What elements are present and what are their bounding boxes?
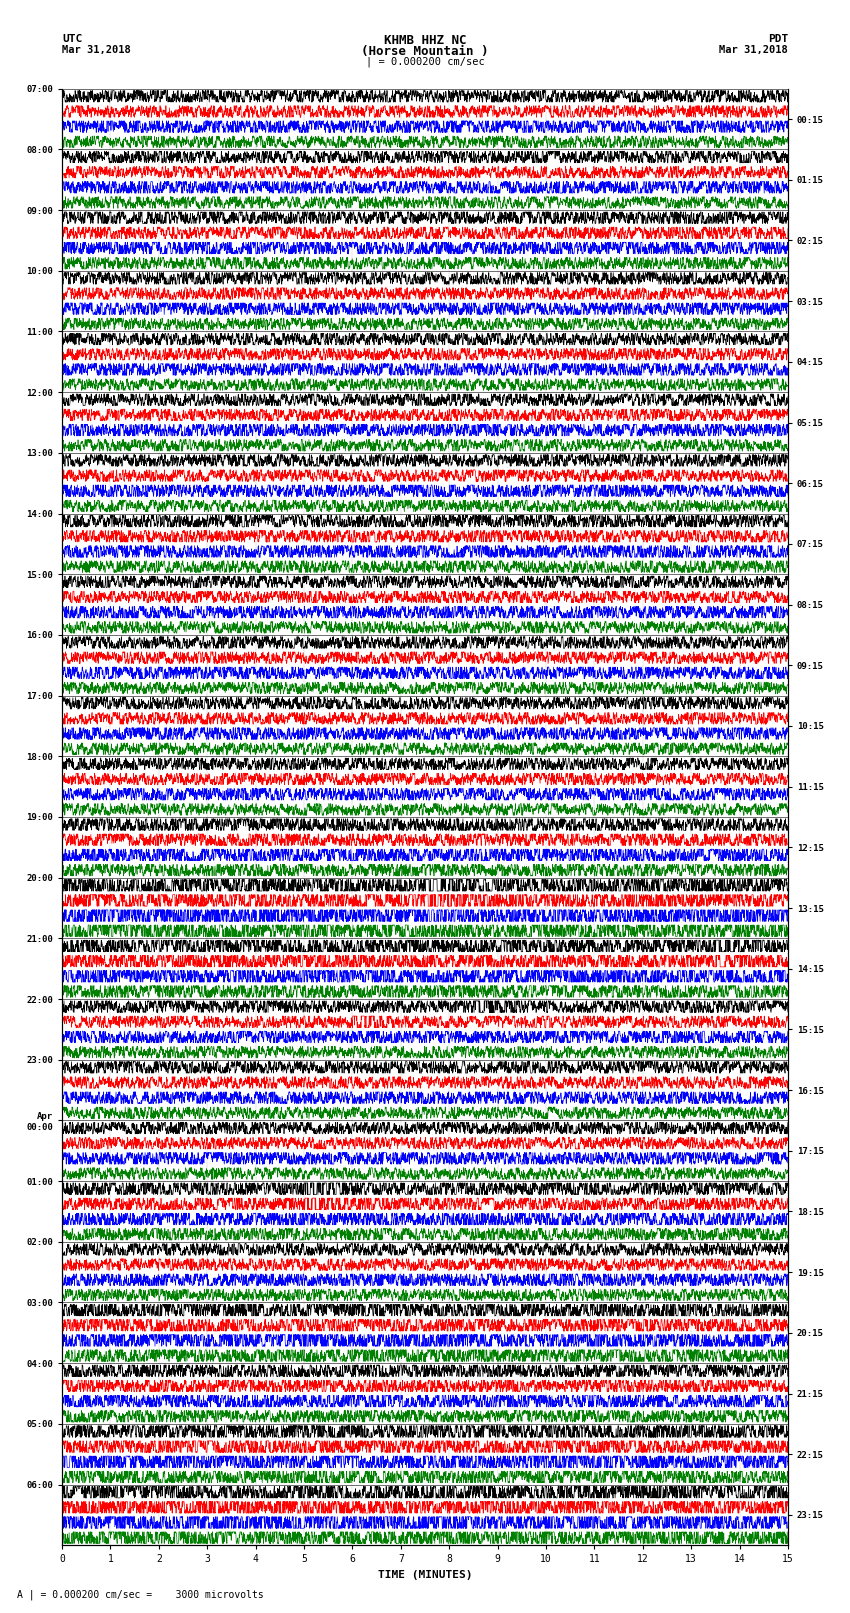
Text: A | = 0.000200 cm/sec =    3000 microvolts: A | = 0.000200 cm/sec = 3000 microvolts [17,1589,264,1600]
Text: Mar 31,2018: Mar 31,2018 [62,45,131,55]
X-axis label: TIME (MINUTES): TIME (MINUTES) [377,1569,473,1579]
Text: (Horse Mountain ): (Horse Mountain ) [361,45,489,58]
Text: PDT: PDT [768,34,788,44]
Text: | = 0.000200 cm/sec: | = 0.000200 cm/sec [366,56,484,68]
Text: UTC: UTC [62,34,82,44]
Text: Mar 31,2018: Mar 31,2018 [719,45,788,55]
Text: KHMB HHZ NC: KHMB HHZ NC [383,34,467,47]
